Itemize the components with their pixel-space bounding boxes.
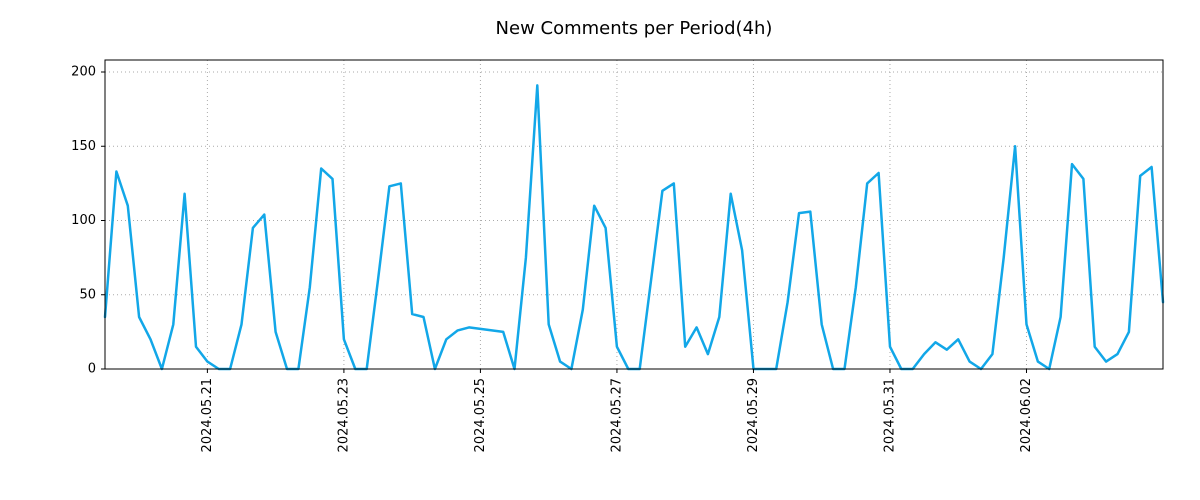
x-tick-label: 2024.05.29 [746, 378, 761, 452]
y-tick-label: 50 [79, 287, 96, 302]
x-tick-label: 2024.05.27 [609, 378, 624, 452]
x-tick-label: 2024.05.31 [882, 378, 897, 452]
x-tick-label: 2024.05.23 [336, 378, 351, 452]
y-axis-ticks: 0 50 100 150 200 [71, 65, 105, 377]
x-axis-ticks: 2024.05.21 2024.05.23 2024.05.25 2024.05.27… [200, 369, 1034, 452]
y-tick-label: 200 [71, 65, 96, 80]
plot-border [104, 59, 1164, 370]
y-tick-label: 100 [71, 213, 96, 228]
x-tick-label: 2024.05.25 [473, 378, 488, 452]
chart-title: New Comments per Period(4h) [496, 18, 773, 39]
line-series-group [103, 84, 1165, 371]
x-tick-label: 2024.05.21 [200, 378, 215, 452]
y-tick-label: 0 [88, 362, 96, 377]
y-tick-label: 150 [71, 139, 96, 154]
x-tick-label: 2024.06.02 [1019, 378, 1034, 452]
data-line-new-comments [103, 84, 1165, 371]
grid-lines [105, 60, 1163, 369]
